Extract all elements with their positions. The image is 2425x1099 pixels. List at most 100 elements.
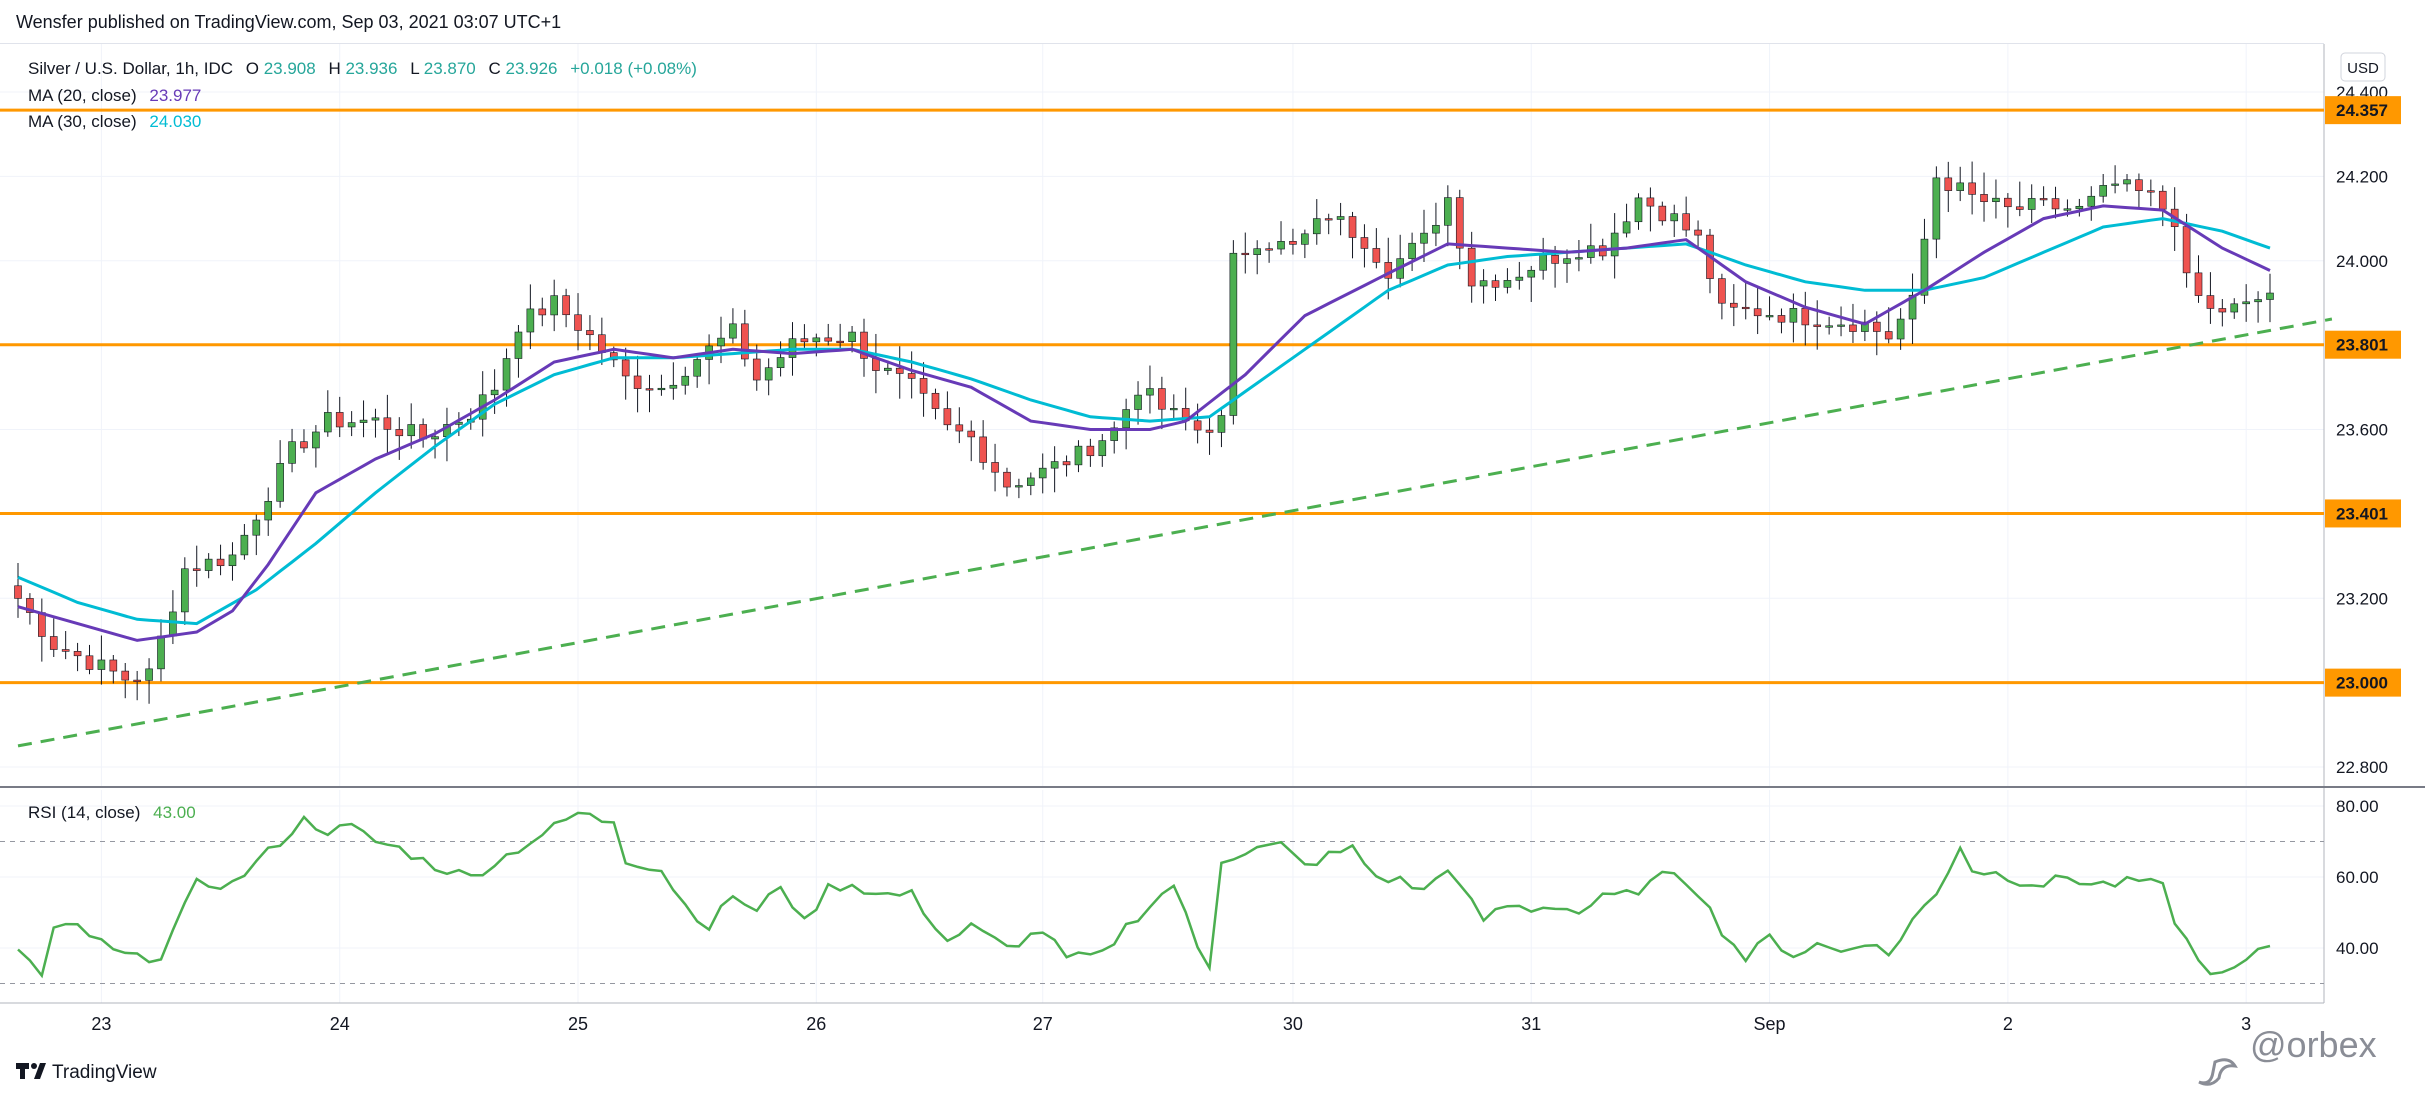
candle [776,341,785,377]
candle [109,655,118,684]
candle [1312,199,1321,245]
candle [2075,198,2084,217]
candle-body [1682,213,1690,231]
candle [1241,232,1250,274]
candle [550,279,558,332]
candle [300,429,308,453]
candle [1896,308,1905,350]
candle [1181,387,1190,431]
candle-body [359,419,368,423]
legend-ma20-value: 23.977 [149,86,201,105]
candle-body [145,668,153,681]
candle [1289,228,1297,255]
candle-body [2266,292,2274,300]
candle-body [1777,315,1786,323]
candle-body [1694,229,1702,236]
rsi-tick-label: 40.00 [2336,939,2379,958]
trendline[interactable] [17,317,2333,748]
candle-body [824,337,833,342]
candle-body [741,323,749,360]
candle [1217,409,1226,448]
candle [1432,202,1440,247]
horizontal-levels[interactable] [0,108,2324,685]
legend-h-value: 23.936 [345,59,397,78]
candle-body [645,388,654,391]
candle-body [812,337,821,343]
candle-body [2135,179,2143,191]
time-tick-label: 30 [1283,1014,1303,1034]
level-price-label: 23.000 [2336,674,2388,693]
candle [2218,299,2227,327]
candle [1122,398,1130,450]
candle [1777,308,1786,334]
candle [2087,186,2096,221]
candle-body [1765,315,1774,318]
candle-body [1372,248,1381,263]
candle [1074,440,1083,473]
candle [1539,237,1547,280]
candle-body [2063,208,2072,211]
time-tick-label: 27 [1033,1014,1053,1034]
candle-body [121,670,130,681]
candlestick-series[interactable] [14,161,2274,704]
currency-button-frame[interactable] [2340,52,2386,82]
tradingview-brand[interactable]: TradingView [16,1062,157,1083]
candle-body [669,384,678,389]
candle-body [2206,295,2215,309]
candle-body [252,519,261,536]
candle-body [2004,197,2012,208]
candle-body [514,331,523,359]
candle-body [300,441,308,449]
currency-button[interactable]: USD [2340,52,2386,82]
candle [1634,193,1643,230]
candle-body [169,611,177,637]
trendline-dashed[interactable] [17,317,2333,748]
candle [1050,446,1059,493]
candle-body [2087,195,2096,207]
time-tick-label: 31 [1521,1014,1541,1034]
watermark-logo-icon [2198,1058,2238,1086]
candle [1825,316,1833,335]
candle-body [1348,216,1357,238]
svg-text:RSI (14, close) 43.00: RSI (14, close) 43.00 [28,803,196,822]
candle-body [931,392,940,409]
candle-body [1110,427,1119,441]
candle [2123,174,2131,192]
candle [1062,455,1071,477]
candle [717,316,725,364]
candle-body [1217,415,1226,433]
candle-body [1670,213,1679,222]
candle [1908,273,1917,345]
rsi-tick-label: 60.00 [2336,868,2379,887]
rsi-tick-label: 80.00 [2336,797,2379,816]
candle [586,315,594,351]
legend-change: +0.018 (+0.08%) [570,59,697,78]
candle-body [2230,303,2239,313]
candle-body [633,375,642,389]
candle-body [550,295,558,316]
candle-body [1634,197,1643,223]
legend-symbol: Silver / U.S. Dollar, 1h, IDC [28,59,233,78]
candle [2266,273,2274,323]
candle [1324,213,1333,235]
candle [192,545,201,587]
candle-body [2075,205,2084,210]
candle-body [1813,324,1822,327]
candle [419,418,427,448]
candle-body [919,378,928,394]
header-divider [0,43,2324,44]
candle-body [2158,190,2167,210]
candle-body [1753,308,1762,317]
candle [1670,204,1679,238]
candle [1372,228,1381,269]
candle [979,420,987,470]
watermark: @orbex [2198,1024,2377,1086]
candle [705,334,713,385]
candle-body [1169,408,1178,411]
candle [860,318,868,377]
candle [1027,472,1035,496]
candle-body [538,308,547,316]
candle [1169,394,1178,419]
candle [955,407,964,444]
